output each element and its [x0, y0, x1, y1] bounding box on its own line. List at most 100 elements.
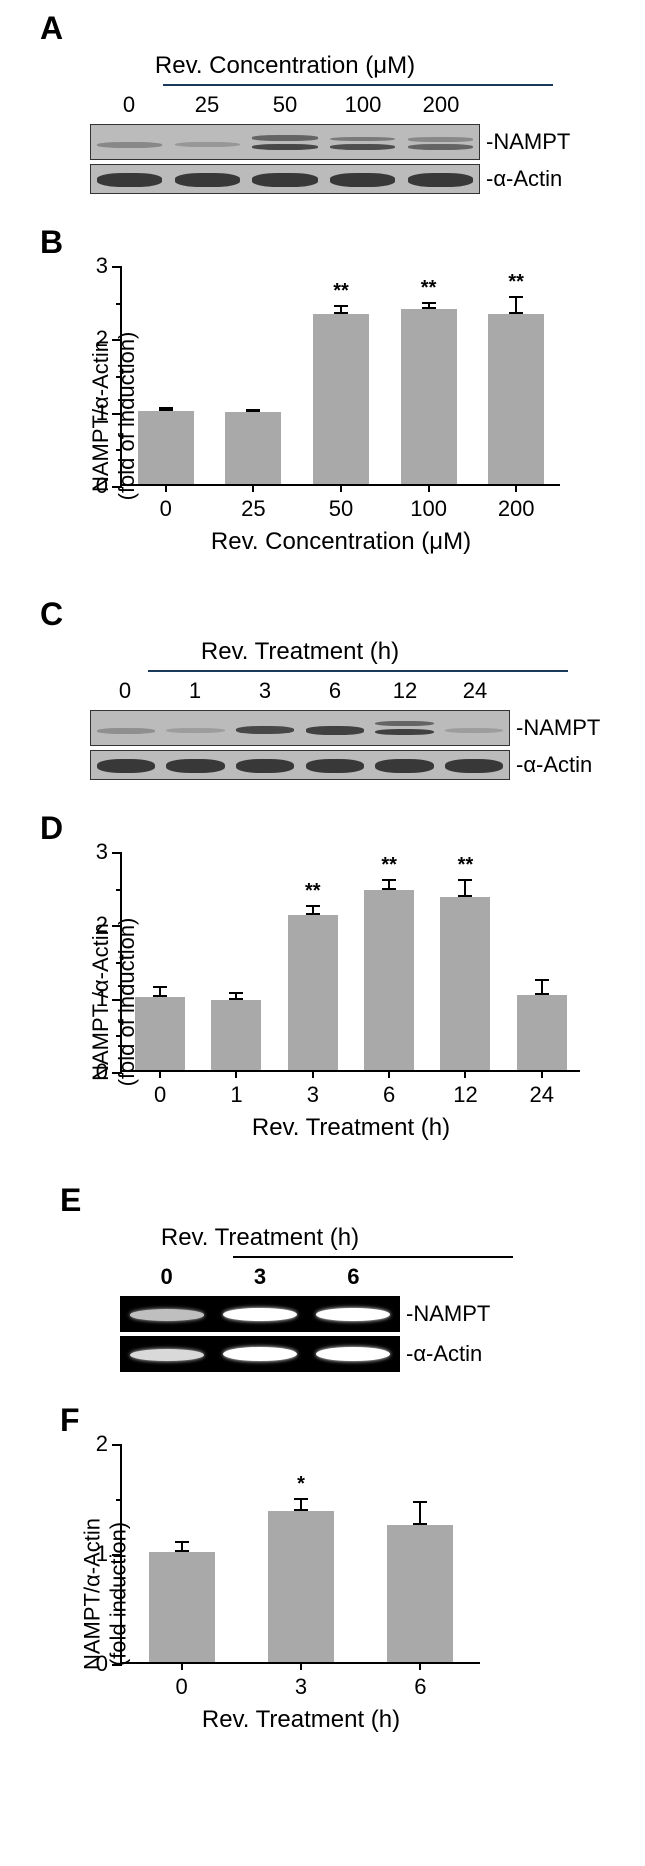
band [175, 173, 240, 187]
lane [324, 125, 402, 159]
bar-slot: 0 [122, 852, 198, 1070]
band [408, 144, 473, 150]
band [375, 759, 434, 774]
panel-a-blot: Rev. Concentration (μM)02550100200-NAMPT… [20, 52, 625, 194]
error-cap [159, 409, 173, 411]
bar [364, 890, 414, 1070]
blot-row: -NAMPT [90, 710, 625, 746]
panel-e: E Rev. Treatment (h)036-NAMPT-α-Actin [20, 1182, 625, 1372]
band [375, 729, 434, 736]
bars: 0*36 [122, 1444, 480, 1662]
column-label: 100 [324, 92, 402, 118]
lane [370, 711, 440, 745]
x-tick-label: 1 [230, 1070, 242, 1108]
error-cap [509, 296, 523, 298]
error-cap [535, 979, 549, 981]
figure: A Rev. Concentration (μM)02550100200-NAM… [0, 0, 645, 1784]
significance-marker: ** [333, 280, 349, 303]
y-tick-label: 2 [96, 1431, 122, 1457]
error-cap [229, 992, 243, 994]
lane [230, 751, 300, 779]
blot-columns: 01361224 [90, 678, 510, 704]
significance-marker: ** [458, 854, 474, 877]
blot-columns: 02550100200 [90, 92, 480, 118]
error-cap [294, 1509, 308, 1511]
error-cap [535, 993, 549, 995]
x-tick-label: 6 [414, 1662, 426, 1700]
error-cap [422, 302, 436, 304]
significance-marker: ** [305, 880, 321, 903]
band [166, 759, 225, 774]
lane [300, 751, 370, 779]
band [408, 137, 473, 142]
band [330, 173, 395, 187]
panel-d-chart: NAMPT /α-Actin(fold of induction)012301*… [20, 852, 625, 1152]
y-tick-label: 0 [96, 473, 122, 499]
y-tick-label: 2 [96, 912, 122, 938]
band [130, 1309, 204, 1321]
gel-strip [120, 1336, 400, 1372]
bar-slot: *3 [241, 1444, 360, 1662]
error-cap [382, 879, 396, 881]
band [252, 144, 317, 150]
y-tick-label: 2 [96, 326, 122, 352]
lane [91, 711, 161, 745]
lane [306, 1297, 399, 1331]
band [166, 728, 225, 733]
error-cap [229, 998, 243, 1000]
error-cap [246, 410, 260, 412]
bar [401, 309, 457, 484]
bar [288, 915, 338, 1070]
significance-marker: ** [381, 854, 397, 877]
row-label: -α-Actin [516, 752, 592, 778]
lane [169, 125, 247, 159]
error-cap [306, 905, 320, 907]
column-label: 25 [168, 92, 246, 118]
band [97, 173, 162, 187]
y-tick-label: 0 [96, 1651, 122, 1677]
band [445, 759, 504, 774]
blot-strip [90, 164, 480, 194]
band [236, 759, 295, 774]
panel-e-gel: Rev. Treatment (h)036-NAMPT-α-Actin [20, 1224, 625, 1372]
y-tick-label: 1 [96, 400, 122, 426]
lane [439, 711, 509, 745]
panel-f: F NAMPT/α-Actin(fold induction)0120*36Re… [20, 1402, 625, 1744]
header-line [148, 670, 568, 672]
band [252, 173, 317, 187]
y-tick-label: 1 [96, 1541, 122, 1567]
bar-slot: 0 [122, 1444, 241, 1662]
lane [121, 1337, 214, 1371]
bar [488, 314, 544, 484]
x-tick-label: 24 [530, 1070, 554, 1108]
x-axis-label: Rev. Concentration (μM) [211, 484, 471, 556]
bar [138, 411, 194, 484]
bar [387, 1525, 453, 1663]
column-label: 3 [230, 678, 300, 704]
lane [230, 711, 300, 745]
lane [161, 751, 231, 779]
column-label: 3 [213, 1264, 306, 1290]
band [375, 721, 434, 726]
lane [91, 751, 161, 779]
column-label: 6 [300, 678, 370, 704]
lane [439, 751, 509, 779]
gel-title: Rev. Treatment (h) [120, 1224, 400, 1252]
band [130, 1349, 204, 1361]
x-axis-label: Rev. Treatment (h) [252, 1070, 450, 1142]
gel-strip [120, 1296, 400, 1332]
bar-slot: **12 [427, 852, 503, 1070]
lane [91, 125, 169, 159]
bar [440, 897, 490, 1070]
band [316, 1347, 390, 1361]
band [330, 137, 395, 142]
plot-area: 012301**3**6**1224Rev. Treatment (h) [120, 852, 580, 1072]
bars: 025**50**100**200 [122, 266, 560, 484]
bar [268, 1511, 334, 1662]
band [306, 759, 365, 774]
band [408, 173, 473, 187]
column-label: 200 [402, 92, 480, 118]
band [175, 142, 240, 147]
band [223, 1347, 297, 1361]
column-label: 6 [307, 1264, 400, 1290]
